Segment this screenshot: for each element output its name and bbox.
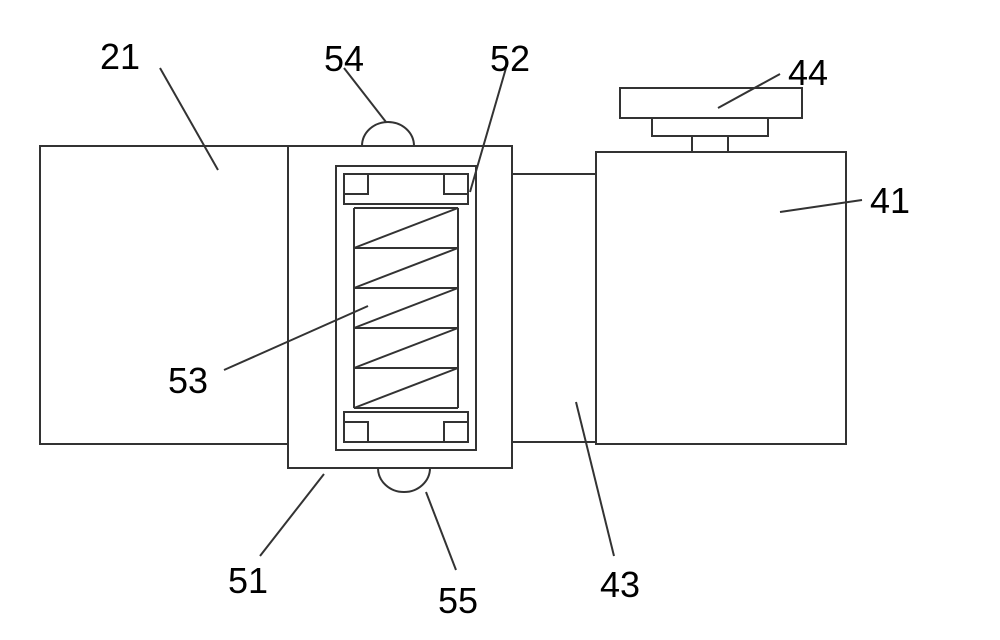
part-41 bbox=[596, 152, 846, 444]
label-53: 53 bbox=[168, 360, 208, 402]
leader-3 bbox=[718, 74, 780, 108]
part-55 bbox=[378, 468, 430, 492]
label-51: 51 bbox=[228, 560, 268, 602]
leader-2 bbox=[470, 68, 506, 192]
label-21: 21 bbox=[100, 36, 140, 78]
part-52-plate bbox=[344, 174, 468, 204]
diagram-canvas bbox=[0, 0, 1000, 640]
leader-0 bbox=[160, 68, 218, 170]
leader-8 bbox=[426, 492, 456, 570]
part-44-stub bbox=[692, 136, 728, 152]
part-53-spring bbox=[354, 208, 458, 408]
part-44-top bbox=[620, 88, 802, 118]
part-54 bbox=[362, 122, 414, 146]
bottom-plate bbox=[344, 412, 468, 442]
leader-4 bbox=[780, 200, 862, 212]
part-21 bbox=[40, 146, 288, 444]
part-51 bbox=[288, 146, 512, 468]
label-44: 44 bbox=[788, 52, 828, 94]
label-55: 55 bbox=[438, 580, 478, 622]
tab-tr bbox=[444, 174, 468, 194]
part-44-base bbox=[652, 118, 768, 136]
label-52: 52 bbox=[490, 38, 530, 80]
tab-tl bbox=[344, 174, 368, 194]
tab-br bbox=[444, 422, 468, 442]
label-41: 41 bbox=[870, 180, 910, 222]
label-43: 43 bbox=[600, 564, 640, 606]
part-43 bbox=[512, 174, 596, 442]
label-54: 54 bbox=[324, 38, 364, 80]
tab-bl bbox=[344, 422, 368, 442]
leader-6 bbox=[260, 474, 324, 556]
leader-5 bbox=[224, 306, 368, 370]
